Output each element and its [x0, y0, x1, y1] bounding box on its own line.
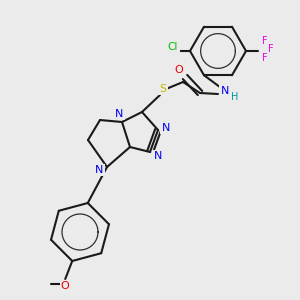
Text: O: O	[175, 65, 183, 75]
Text: N: N	[221, 86, 229, 96]
Text: Cl: Cl	[168, 42, 178, 52]
Text: N: N	[154, 151, 162, 161]
Text: O: O	[61, 281, 70, 291]
Text: N: N	[162, 123, 170, 133]
Text: F: F	[262, 53, 268, 63]
Text: F: F	[268, 44, 274, 54]
Text: N: N	[95, 165, 103, 175]
Text: H: H	[231, 92, 239, 102]
Text: N: N	[115, 109, 123, 119]
Text: S: S	[159, 84, 167, 94]
Text: F: F	[262, 36, 268, 46]
